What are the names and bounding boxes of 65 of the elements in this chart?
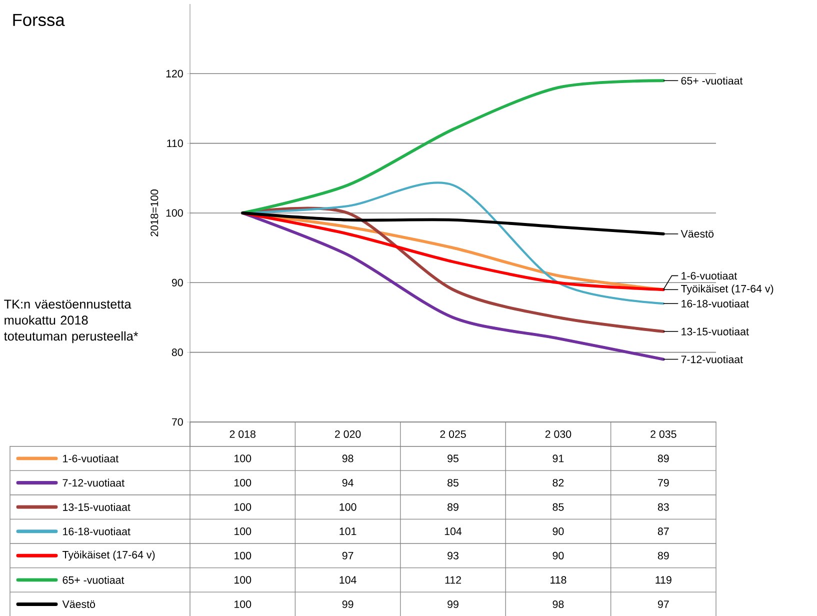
text: 65+ -vuotiaat bbox=[681, 76, 743, 85]
data-label: 104 bbox=[444, 528, 462, 536]
data-label: 93 bbox=[448, 552, 458, 560]
data-label: 85 bbox=[448, 478, 458, 487]
text: TK:n väestöennustetta muokattu 2018 toteutuman perusteella* bbox=[4, 300, 138, 344]
data-label: 98 bbox=[552, 600, 564, 608]
legend-label: 16-18-vuotiaat bbox=[63, 527, 130, 536]
data-label: 82 bbox=[552, 478, 564, 487]
y-tick-label: 80 bbox=[172, 348, 183, 356]
data-label: 97 bbox=[658, 600, 669, 608]
y-tick-label: 70 bbox=[172, 418, 183, 426]
data-label: 100 bbox=[234, 600, 252, 608]
data-label: 87 bbox=[658, 528, 669, 536]
legend-label: 7-12-vuotiaat bbox=[62, 478, 124, 487]
text: 1-6-vuotiaat bbox=[682, 272, 738, 280]
data-label: 89 bbox=[658, 454, 669, 462]
data-label: 97 bbox=[342, 552, 354, 560]
data-label: 100 bbox=[234, 454, 252, 462]
text: Forssa bbox=[13, 14, 65, 26]
legend-label: Väestö bbox=[680, 230, 714, 238]
y-tick-label: 120 bbox=[166, 70, 183, 78]
data-label: 101 bbox=[340, 528, 356, 536]
line-series bbox=[241, 212, 665, 361]
data-label: 85 bbox=[552, 503, 564, 511]
line-series bbox=[241, 79, 665, 214]
data-label: 90 bbox=[552, 528, 564, 536]
text: Väestö bbox=[62, 600, 96, 608]
text: 13-15-vuotiaat bbox=[682, 327, 749, 336]
x-tick-label: 2 025 bbox=[440, 430, 466, 438]
data-label: 94 bbox=[342, 478, 354, 487]
data-label: 83 bbox=[658, 503, 669, 511]
data-label: 119 bbox=[656, 576, 672, 584]
data-label: 99 bbox=[342, 600, 354, 608]
data-label: 98 bbox=[342, 454, 354, 462]
data-label: 100 bbox=[234, 478, 252, 487]
data-label: 112 bbox=[445, 576, 461, 584]
y-axis-title: 2018=100 bbox=[150, 190, 158, 236]
data-label: 100 bbox=[234, 552, 252, 560]
legend-label: 1-6-vuotiaat bbox=[63, 454, 119, 462]
x-tick-label: 2 018 bbox=[230, 430, 256, 438]
legend-label: 65+ -vuotiaat bbox=[62, 576, 124, 584]
data-label: 100 bbox=[234, 528, 252, 536]
data-label: 104 bbox=[340, 576, 356, 584]
y-tick-label: 100 bbox=[166, 209, 183, 217]
data-label: 89 bbox=[448, 503, 458, 511]
data-label: 100 bbox=[234, 503, 252, 511]
data-label: 90 bbox=[552, 552, 564, 560]
text: 16-18-vuotiaat bbox=[682, 300, 749, 308]
text: Työikäiset (17-64 v) bbox=[681, 284, 774, 295]
x-tick-label: 2 030 bbox=[545, 430, 572, 438]
data-label: 99 bbox=[448, 600, 458, 608]
legend-label: Työikäiset (17-64 v) bbox=[62, 550, 155, 561]
data-label: 79 bbox=[658, 478, 669, 487]
legend-label: 13-15-vuotiaat bbox=[63, 503, 130, 511]
data-label: 95 bbox=[448, 454, 458, 462]
y-tick-label: 90 bbox=[172, 278, 183, 286]
data-label: 89 bbox=[658, 552, 669, 560]
data-label: 91 bbox=[552, 454, 564, 462]
data-label: 100 bbox=[340, 503, 356, 511]
x-tick-label: 2 020 bbox=[335, 430, 361, 438]
x-tick-label: 2 035 bbox=[650, 430, 676, 438]
y-tick-label: 110 bbox=[167, 140, 183, 148]
data-label: 118 bbox=[550, 576, 566, 584]
data-label: 100 bbox=[234, 576, 252, 584]
text: 7-12-vuotiaat bbox=[681, 355, 743, 364]
